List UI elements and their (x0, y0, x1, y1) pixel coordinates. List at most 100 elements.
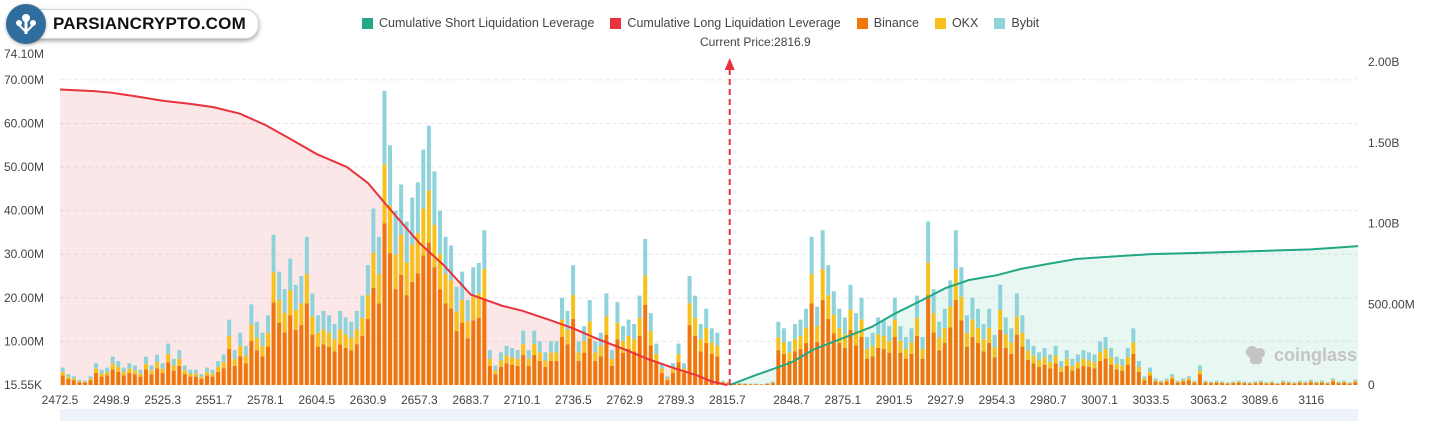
bar-okx-33 (243, 355, 248, 364)
bar-okx-209 (1220, 382, 1225, 384)
bar-bybit-62 (404, 221, 409, 263)
bar-okx-38 (271, 272, 276, 303)
bar-binance-183 (1075, 368, 1080, 385)
bar-bybit-39 (277, 271, 282, 300)
bar-okx-157 (931, 313, 936, 333)
bar-bybit-222 (1292, 382, 1297, 384)
left-axis-label-5: 50.00M (4, 160, 44, 174)
bar-okx-24 (193, 373, 198, 377)
bar-okx-76 (482, 268, 487, 300)
bar-binance-48 (327, 346, 332, 385)
legend-item-long[interactable]: Cumulative Long Liquidation Leverage (610, 16, 841, 30)
bar-okx-202 (1181, 380, 1186, 382)
x-axis-label-24: 3116 (1298, 393, 1324, 407)
bar-okx-68 (437, 254, 442, 290)
x-axis-label-7: 2657.3 (401, 393, 438, 407)
bar-bybit-183 (1075, 354, 1080, 363)
bar-bybit-136 (815, 306, 820, 327)
bar-binance-14 (138, 376, 143, 385)
bar-binance-120 (726, 383, 731, 385)
bar-okx-134 (804, 327, 809, 344)
bar-binance-79 (498, 367, 503, 385)
bar-okx-233 (1353, 381, 1358, 383)
bar-okx-156 (926, 262, 931, 296)
bar-bybit-51 (343, 317, 348, 335)
bar-okx-40 (282, 313, 287, 333)
bar-bybit-61 (399, 184, 404, 235)
bar-binance-46 (315, 346, 320, 385)
bar-okx-188 (1103, 349, 1108, 359)
bar-binance-147 (876, 347, 881, 385)
legend-item-okx[interactable]: OKX (934, 16, 979, 30)
bar-binance-43 (299, 325, 304, 385)
legend-item-binance[interactable]: Binance (856, 16, 919, 30)
bar-bybit-193 (1131, 328, 1136, 343)
bar-bybit-174 (1025, 339, 1030, 351)
bar-bybit-77 (487, 350, 492, 359)
bar-okx-185 (1086, 360, 1091, 368)
bar-okx-208 (1214, 381, 1219, 383)
bar-okx-75 (476, 293, 481, 318)
bar-okx-183 (1075, 362, 1080, 369)
bar-bybit-45 (310, 293, 315, 317)
bar-okx-57 (376, 273, 381, 304)
bar-okx-106 (648, 331, 653, 346)
bar-okx-176 (1037, 360, 1042, 368)
bar-binance-135 (809, 303, 814, 385)
x-axis-label-19: 2980.7 (1030, 393, 1067, 407)
bar-binance-224 (1303, 383, 1308, 385)
legend-label-okx: OKX (951, 16, 979, 30)
bar-binance-94 (582, 352, 587, 385)
x-axis-label-16: 2901.5 (876, 393, 913, 407)
bar-bybit-233 (1353, 379, 1358, 382)
bar-binance-33 (243, 363, 248, 385)
bar-bybit-217 (1264, 382, 1269, 384)
bar-bybit-55 (365, 265, 370, 296)
bar-binance-167 (987, 343, 992, 385)
bar-okx-184 (1081, 358, 1086, 366)
bar-okx-14 (138, 373, 143, 377)
bar-binance-70 (449, 308, 454, 385)
legend-item-bybit[interactable]: Bybit (994, 16, 1039, 30)
bar-okx-166 (981, 339, 986, 352)
bar-bybit-179 (1053, 345, 1058, 356)
bar-okx-175 (1031, 355, 1036, 364)
bar-binance-118 (715, 356, 720, 385)
bar-okx-35 (254, 337, 259, 351)
bar-bybit-46 (315, 315, 320, 333)
bar-bybit-127 (765, 382, 770, 384)
bar-binance-30 (227, 349, 232, 385)
bar-bybit-178 (1048, 354, 1053, 363)
bar-binance-105 (643, 304, 648, 385)
x-axis-label-12: 2789.3 (658, 393, 695, 407)
bar-bybit-139 (831, 291, 836, 315)
bar-okx-92 (571, 295, 576, 320)
bar-bybit-106 (648, 313, 653, 332)
bar-okx-3 (77, 381, 82, 383)
bar-okx-179 (1053, 355, 1058, 364)
bar-okx-194 (1136, 367, 1141, 372)
bar-bybit-112 (682, 363, 687, 369)
bar-binance-193 (1131, 353, 1136, 385)
legend-item-short[interactable]: Cumulative Short Liquidation Leverage (362, 16, 594, 30)
bar-okx-18 (160, 368, 165, 374)
bar-binance-202 (1181, 381, 1186, 385)
bar-binance-12 (127, 373, 132, 385)
bar-bybit-78 (493, 365, 498, 371)
bar-okx-54 (360, 317, 365, 336)
bar-binance-40 (282, 332, 287, 385)
bar-binance-159 (942, 343, 947, 385)
bar-okx-53 (354, 329, 359, 345)
bar-bybit-28 (216, 361, 221, 368)
bar-okx-198 (1159, 381, 1164, 383)
bar-binance-168 (992, 357, 997, 385)
bar-okx-77 (487, 358, 492, 366)
brand-logo[interactable]: PARSIANCRYPTO.COM (6, 4, 259, 44)
bar-bybit-69 (443, 236, 448, 274)
bar-binance-108 (659, 373, 664, 385)
bar-okx-232 (1347, 383, 1352, 384)
bar-binance-116 (704, 343, 709, 385)
x-axis-scroll-band[interactable] (60, 409, 1358, 421)
bar-binance-39 (277, 322, 282, 385)
bar-okx-82 (515, 358, 520, 366)
